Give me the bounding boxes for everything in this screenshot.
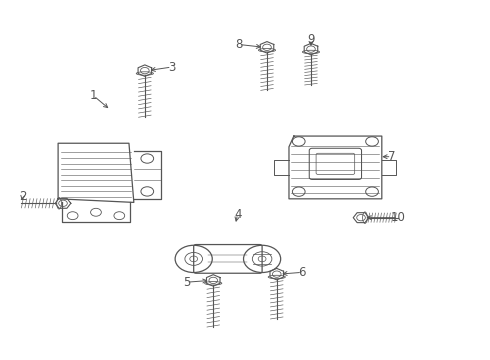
Text: 6: 6 — [298, 266, 306, 279]
Text: 4: 4 — [234, 208, 242, 221]
Text: 10: 10 — [391, 211, 405, 224]
Text: 3: 3 — [168, 60, 175, 73]
Text: 7: 7 — [388, 150, 395, 163]
Text: 8: 8 — [235, 38, 243, 51]
Text: 9: 9 — [307, 32, 315, 46]
Text: 5: 5 — [183, 276, 190, 289]
Text: 1: 1 — [90, 89, 98, 102]
Text: 2: 2 — [19, 190, 26, 203]
